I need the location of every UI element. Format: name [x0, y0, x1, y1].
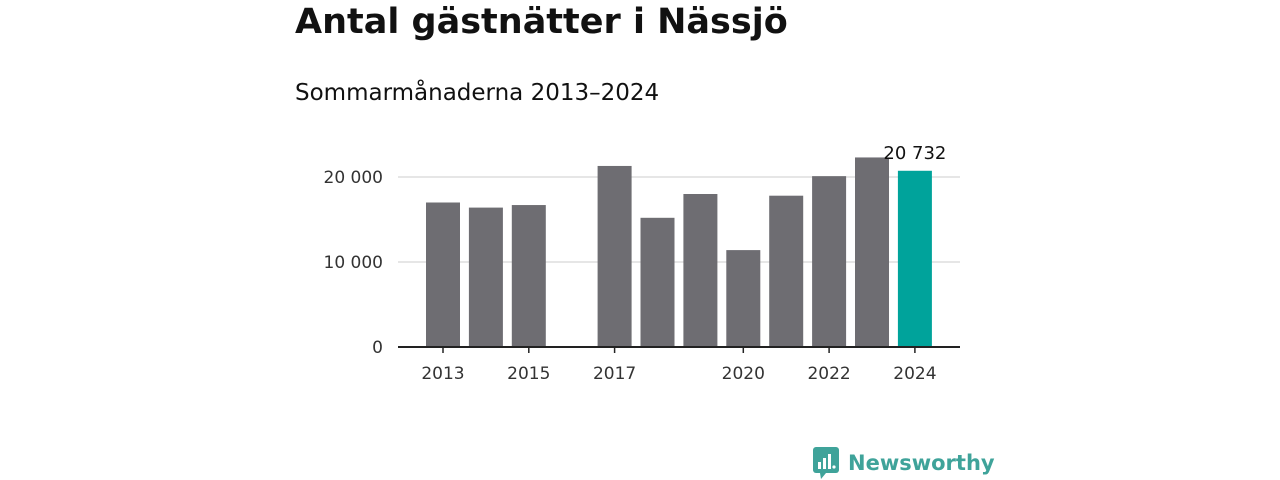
bar-2024 [897, 170, 932, 347]
bar-2021 [769, 195, 804, 347]
x-tick-label: 2020 [722, 364, 765, 384]
bar-2018 [640, 217, 675, 347]
bar-2020 [726, 250, 761, 347]
y-tick-label: 20 000 [324, 168, 383, 188]
y-tick-label: 10 000 [324, 253, 383, 273]
x-tick-label: 2013 [421, 364, 464, 384]
bar-2013 [426, 202, 460, 347]
y-tick-label: 0 [372, 338, 383, 358]
bar-2015 [511, 205, 546, 347]
bar-2014 [468, 207, 503, 347]
x-tick-label: 2015 [507, 364, 550, 384]
bar-chart: 0 10 000 20 000 2013 2015 2017 2020 2022 2024 20 … [324, 143, 960, 384]
bar-2023 [855, 157, 889, 347]
chart-subtitle: Sommarmånaderna 2013–2024 [295, 80, 660, 106]
x-tick-label: 2022 [807, 364, 850, 384]
data-label: 20 732 [883, 143, 946, 164]
bar-2017 [597, 165, 632, 347]
chart-title: Antal gästnätter i Nässjö [295, 2, 788, 42]
x-tick-label: 2017 [593, 364, 636, 384]
newsworthy-logo: Newsworthy [812, 446, 995, 480]
bar-2019 [683, 194, 718, 347]
newsworthy-logo-icon [813, 447, 839, 479]
newsworthy-logo-text: Newsworthy [848, 451, 995, 475]
bar-2022 [812, 176, 847, 347]
x-tick-label: 2024 [893, 364, 936, 384]
